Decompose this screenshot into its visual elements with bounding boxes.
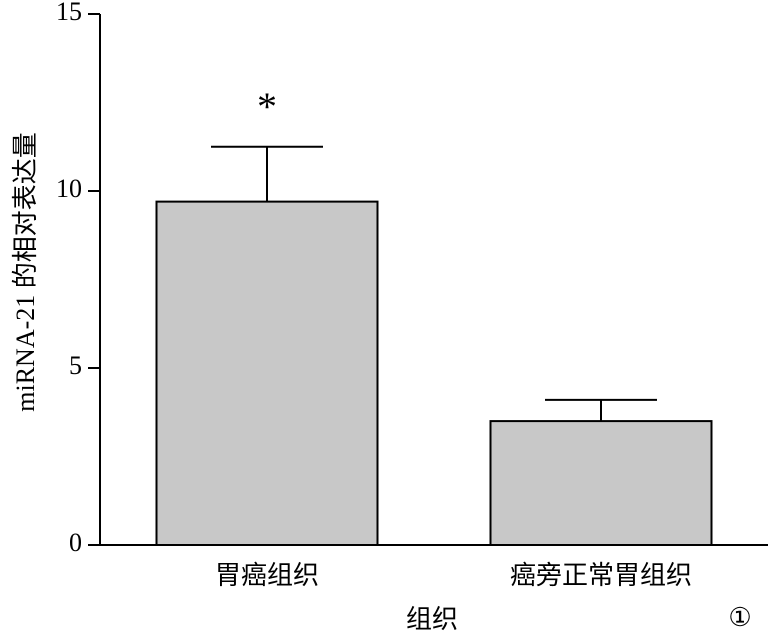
y-tick-label: 5 xyxy=(69,351,82,380)
y-axis-label: miRNA-21 的相对表达量 xyxy=(11,132,40,412)
figure-number: ① xyxy=(728,603,751,632)
bar xyxy=(489,420,713,547)
x-axis-label: 组织 xyxy=(406,605,458,634)
significance-mark: * xyxy=(257,84,277,129)
y-tick-label: 10 xyxy=(56,174,82,203)
x-tick-label: 癌旁正常胃组织 xyxy=(510,561,692,590)
bar xyxy=(155,200,379,546)
y-tick-label: 15 xyxy=(56,0,82,26)
x-tick-label: 胃癌组织 xyxy=(215,561,319,590)
y-tick-label: 0 xyxy=(69,528,82,557)
